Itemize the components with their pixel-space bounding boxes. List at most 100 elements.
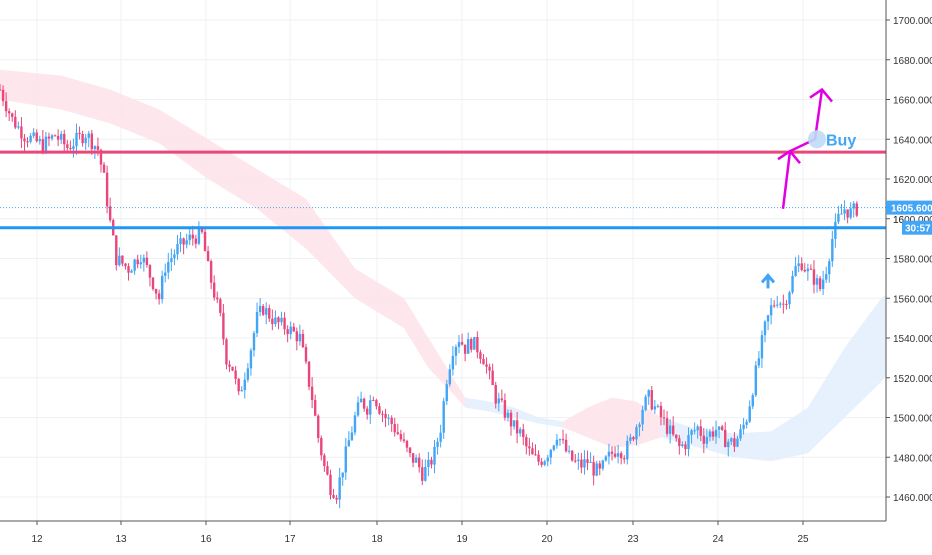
candle-body	[705, 436, 709, 444]
candle-body	[84, 137, 87, 144]
candle-body	[653, 406, 657, 410]
candle-body	[831, 238, 834, 262]
candle-body	[776, 304, 779, 306]
candle-body	[366, 408, 369, 415]
candle-body	[130, 270, 133, 273]
current-price-tag	[886, 200, 932, 215]
candle-body	[724, 429, 727, 448]
candle-body	[837, 213, 840, 222]
candle-body	[41, 139, 45, 152]
candle-body	[23, 138, 26, 142]
candle-body	[20, 126, 23, 139]
candle-body	[506, 412, 510, 418]
candle-body	[206, 251, 210, 262]
candle-body	[515, 420, 519, 434]
candle-body	[834, 221, 837, 239]
time-axis-ticks[interactable]: 12 13 16 17 18 19 20 23 24 25	[31, 521, 809, 545]
candle-body	[375, 400, 378, 407]
candle-body	[589, 461, 592, 463]
candle-body	[497, 398, 500, 404]
candle-body	[488, 366, 491, 371]
candle-body	[402, 439, 406, 441]
time-tick-label: 19	[456, 534, 468, 545]
candle-body	[53, 135, 57, 137]
candle-body	[362, 398, 366, 409]
candle-body	[791, 275, 794, 293]
candle-body	[323, 455, 326, 467]
current-price-label: 1605.600	[891, 204, 932, 215]
candle-body	[803, 269, 806, 272]
candle-body	[815, 278, 819, 285]
candle-body	[717, 426, 721, 430]
candle-body	[72, 146, 75, 150]
candle-body	[341, 472, 344, 478]
candle-body	[350, 432, 354, 441]
candle-body	[442, 401, 445, 433]
candle-body	[421, 467, 424, 481]
candle-body	[500, 398, 504, 401]
candle-body	[720, 426, 724, 430]
candle-body	[531, 448, 534, 455]
candle-body	[684, 444, 687, 450]
candle-body	[794, 266, 797, 276]
candle-body	[219, 299, 222, 313]
candle-body	[818, 278, 822, 289]
candle-body	[479, 352, 482, 359]
candle-body	[289, 326, 292, 335]
candle-body	[567, 450, 571, 452]
projection-arrow-path[interactable]	[781, 89, 824, 209]
candle-body	[121, 255, 124, 264]
candle-body	[356, 402, 360, 416]
candle-body	[610, 451, 614, 454]
candle-body	[797, 263, 800, 267]
candle-body	[635, 427, 638, 440]
candle-body	[228, 364, 231, 367]
candle-body	[414, 457, 418, 463]
time-tick-label: 25	[797, 534, 809, 545]
candle-body	[439, 432, 442, 442]
candle-body	[69, 147, 72, 150]
candle-body	[102, 164, 106, 173]
candle-body	[78, 132, 81, 134]
candle-body	[118, 255, 121, 266]
candle-body	[742, 424, 745, 430]
candle-body	[604, 456, 608, 461]
price-axis-ticks[interactable]: 1460.000 1480.000 1500.000 1520.000 1540.000…	[886, 16, 932, 504]
buy-arrow-head	[760, 273, 776, 284]
candle-body	[427, 459, 430, 467]
candle-body	[271, 318, 274, 325]
candle-body	[338, 477, 341, 500]
candle-body	[601, 460, 605, 469]
candle-body	[283, 317, 286, 330]
candle-body	[436, 441, 439, 447]
candle-body	[203, 231, 207, 252]
candle-body	[763, 321, 767, 336]
cloud-bullish-1	[465, 397, 564, 428]
candle-body	[157, 293, 161, 300]
candle-body	[659, 405, 663, 418]
candle-body	[93, 146, 97, 150]
buy-arrow-icon[interactable]	[760, 273, 776, 289]
candle-body	[96, 146, 100, 150]
candle-body	[265, 308, 268, 315]
candle-body	[396, 432, 399, 435]
candle-body	[216, 297, 219, 300]
candle-body	[188, 234, 191, 241]
candle-body	[4, 101, 8, 112]
candle-body	[491, 370, 494, 386]
time-tick-label: 13	[115, 534, 127, 545]
candle-body	[714, 429, 718, 437]
candle-body	[405, 440, 409, 448]
candle-body	[1, 89, 5, 102]
candle-body	[485, 364, 488, 367]
candle-body	[595, 463, 598, 476]
candle-body	[387, 417, 390, 419]
candle-body	[274, 317, 277, 325]
buy-bubble	[808, 130, 826, 149]
candle-body	[708, 431, 712, 437]
candle-body	[50, 135, 54, 139]
candle-body	[852, 203, 855, 209]
candle-body	[571, 450, 574, 461]
